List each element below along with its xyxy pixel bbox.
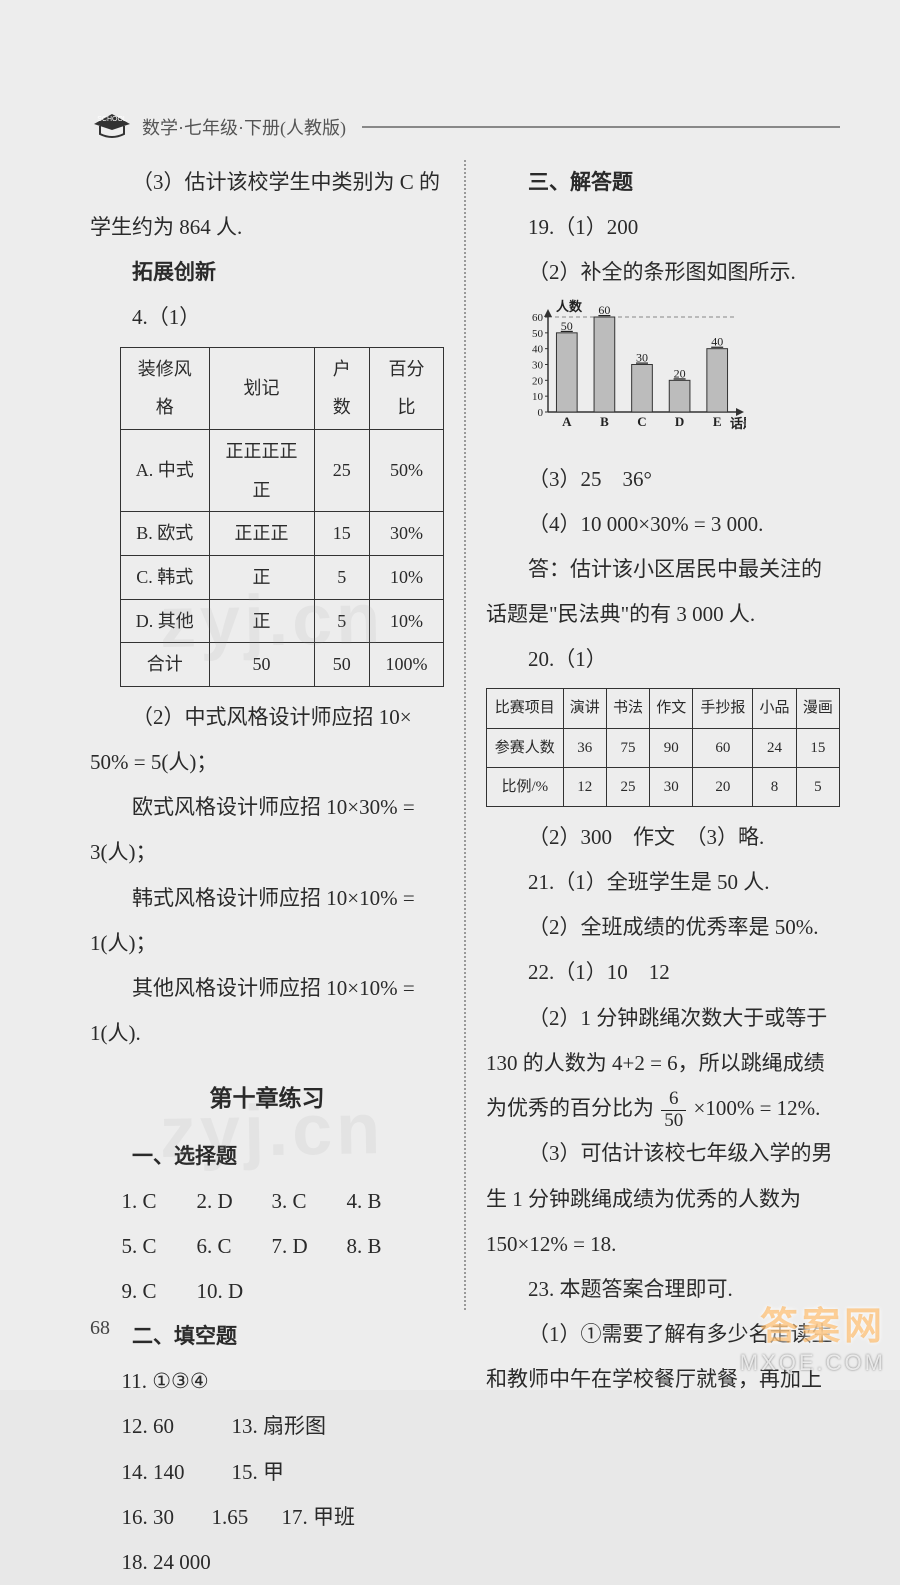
svg-text:20: 20 xyxy=(532,376,544,388)
school-logo-icon: SCHOOL xyxy=(90,110,134,144)
svg-text:30: 30 xyxy=(532,360,544,372)
text: 19.（1）200 xyxy=(486,205,840,250)
svg-text:10: 10 xyxy=(532,392,544,404)
content-columns: （3）估计该校学生中类别为 C 的 学生约为 864 人. 拓展创新 4.（1）… xyxy=(90,160,840,1310)
text: 50% = 5(人)； xyxy=(90,740,444,785)
text: 为优秀的百分比为 650 ×100% = 12%. xyxy=(486,1086,840,1132)
svg-text:50: 50 xyxy=(561,319,573,333)
text: 1(人)； xyxy=(90,921,444,966)
text: （3）可估计该校七年级入学的男 xyxy=(486,1131,840,1176)
table-row: 装修风格 划记 户数 百分比 xyxy=(121,347,444,429)
th: 百分比 xyxy=(370,347,444,429)
text: 答：估计该小区居民中最关注的 xyxy=(486,547,840,592)
th: 装修风格 xyxy=(121,347,210,429)
section-heading: 二、填空题 xyxy=(90,1314,444,1359)
text: 21.（1）全班学生是 50 人. xyxy=(486,860,840,905)
text: （4）10 000×30% = 3 000. xyxy=(486,502,840,547)
svg-text:SCHOOL: SCHOOL xyxy=(97,116,127,123)
text: 22.（1）10 12 xyxy=(486,950,840,995)
brand-watermark: 答案网 MXQE.COM xyxy=(740,1295,886,1376)
header-title: 数学·七年级·下册(人教版) xyxy=(142,114,346,140)
text: （2）300 作文 （3）略. xyxy=(486,815,840,860)
left-column: （3）估计该校学生中类别为 C 的 学生约为 864 人. 拓展创新 4.（1）… xyxy=(90,160,444,1310)
text: 3(人)； xyxy=(90,830,444,875)
svg-text:40: 40 xyxy=(711,335,723,349)
svg-text:20: 20 xyxy=(674,367,686,381)
text: 欧式风格设计师应招 10×30% = xyxy=(90,785,444,830)
svg-text:A: A xyxy=(562,414,572,429)
mc-answers: 1. C2. D3. C4. B 5. C6. C7. D8. B 9. C10… xyxy=(122,1179,445,1314)
bar-chart: 人数 0 10 20 30 40 50 60 50 A 60 B 30 C 20 D 40 E 话题 xyxy=(516,299,746,434)
svg-text:40: 40 xyxy=(532,344,544,356)
page: SCHOOL 数学·七年级·下册(人教版) （3）估计该校学生中类别为 C 的 … xyxy=(0,0,900,1390)
text: 130 的人数为 4+2 = 6，所以跳绳成绩 xyxy=(486,1041,840,1086)
text: 话题是"民法典"的有 3 000 人. xyxy=(486,592,840,637)
chapter-title: 第十章练习 xyxy=(90,1074,444,1123)
svg-text:60: 60 xyxy=(532,312,544,324)
svg-text:30: 30 xyxy=(636,351,648,365)
text: 4.（1） xyxy=(90,295,444,340)
svg-text:0: 0 xyxy=(538,407,544,419)
svg-text:C: C xyxy=(637,414,646,429)
subheading: 拓展创新 xyxy=(90,250,444,295)
svg-text:话题: 话题 xyxy=(730,416,746,431)
page-number: 68 xyxy=(90,1317,110,1340)
text: 其他风格设计师应招 10×10% = xyxy=(90,966,444,1011)
svg-text:50: 50 xyxy=(532,328,544,340)
text: （3）估计该校学生中类别为 C 的 xyxy=(90,160,444,205)
text: 150×12% = 18. xyxy=(486,1222,840,1267)
text: （2）全班成绩的优秀率是 50%. xyxy=(486,905,840,950)
text: （2）中式风格设计师应招 10× xyxy=(90,695,444,740)
svg-text:60: 60 xyxy=(598,303,610,317)
text: 20.（1） xyxy=(486,637,840,682)
page-header: SCHOOL 数学·七年级·下册(人教版) xyxy=(90,110,840,144)
fraction: 650 xyxy=(661,1089,686,1132)
column-divider xyxy=(464,160,466,1310)
text: 生 1 分钟跳绳成绩为优秀的人数为 xyxy=(486,1177,840,1222)
text: （2）补全的条形图如图所示. xyxy=(486,250,840,295)
section-heading: 一、选择题 xyxy=(90,1134,444,1179)
text: 学生约为 864 人. xyxy=(90,205,444,250)
text: （2）1 分钟跳绳次数大于或等于 xyxy=(486,996,840,1041)
svg-text:B: B xyxy=(600,414,609,429)
svg-text:D: D xyxy=(675,414,684,429)
svg-text:人数: 人数 xyxy=(556,299,583,314)
th: 户数 xyxy=(314,347,370,429)
text: 1(人). xyxy=(90,1011,444,1056)
svg-text:E: E xyxy=(713,414,722,429)
text: （3）25 36° xyxy=(486,457,840,502)
text: 韩式风格设计师应招 10×10% = xyxy=(90,876,444,921)
section-heading: 三、解答题 xyxy=(486,160,840,205)
style-table: 装修风格 划记 户数 百分比 A. 中式正正正正正2550% B. 欧式正正正1… xyxy=(120,347,444,688)
th: 划记 xyxy=(209,347,314,429)
contest-table: 比赛项目演讲书法作文手抄报小品漫画 参赛人数367590602415 比例/%1… xyxy=(486,688,840,807)
right-column: 三、解答题 19.（1）200 （2）补全的条形图如图所示. 人数 0 10 20 30… xyxy=(486,160,840,1310)
fill-blank-answers: 11. ①③④ 12. 6013. 扇形图 14. 14015. 甲 16. 3… xyxy=(122,1359,445,1585)
header-rule xyxy=(362,126,840,128)
